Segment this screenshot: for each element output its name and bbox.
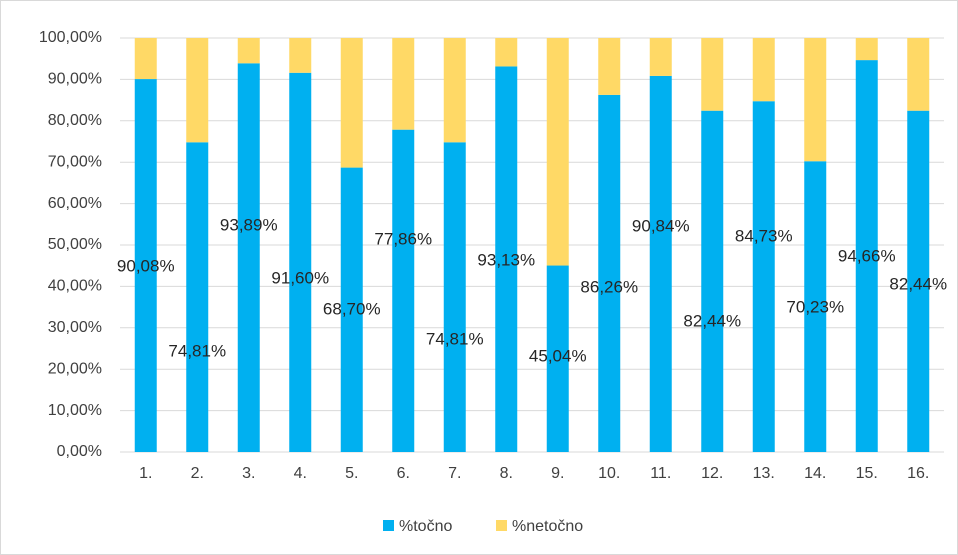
legend-label: %točno (399, 518, 452, 535)
bar-segment (392, 129, 415, 452)
data-label: 90,08% (117, 256, 175, 275)
bar-segment (443, 142, 466, 452)
bar-segment (340, 167, 363, 452)
data-label: 45,04% (529, 346, 587, 365)
x-tick-label: 12. (701, 465, 723, 482)
x-tick-label: 10. (598, 465, 620, 482)
bar-segment (752, 38, 775, 102)
bar-segment (701, 38, 724, 111)
bar-segment (752, 101, 775, 452)
bar-segment (649, 38, 672, 76)
bar-segment (907, 110, 930, 453)
y-tick-label: 40,00% (48, 278, 102, 295)
data-label: 93,89% (220, 215, 278, 234)
y-tick-label: 90,00% (48, 71, 102, 88)
bar-segment (598, 94, 621, 452)
x-tick-label: 3. (242, 465, 255, 482)
data-label: 94,66% (838, 246, 896, 265)
bar-segment (598, 38, 621, 95)
bar-segment (289, 38, 312, 73)
bar-segment (495, 38, 518, 67)
bar-segment (649, 75, 672, 453)
x-tick-label: 2. (191, 465, 204, 482)
x-tick-label: 13. (753, 465, 775, 482)
x-tick-label: 11. (650, 465, 671, 482)
bar-segment (701, 110, 724, 453)
x-tick-label: 15. (856, 465, 878, 482)
bar-segment (186, 38, 209, 143)
x-tick-label: 5. (345, 465, 358, 482)
x-tick-label: 9. (551, 465, 564, 482)
y-tick-label: 30,00% (48, 319, 102, 336)
y-tick-label: 80,00% (48, 112, 102, 129)
data-label: 70,23% (786, 297, 844, 316)
bar-segment (907, 38, 930, 111)
legend-label: %netočno (512, 518, 583, 535)
bar-segment (546, 38, 569, 266)
legend-swatch (383, 520, 394, 531)
bar-segment (340, 38, 363, 168)
bar-segment (289, 72, 312, 452)
bar-segment (804, 38, 827, 162)
data-label: 74,81% (426, 329, 484, 348)
bar-segment (443, 38, 466, 143)
y-tick-label: 70,00% (48, 153, 102, 170)
x-tick-label: 16. (907, 465, 929, 482)
data-label: 86,26% (580, 277, 638, 296)
bar-segment (495, 66, 518, 452)
bar-segment (186, 142, 209, 452)
x-tick-label: 14. (804, 465, 826, 482)
bar-segment (134, 38, 157, 80)
data-label: 82,44% (889, 274, 947, 293)
bar-segment (546, 265, 569, 452)
data-label: 93,13% (477, 250, 535, 269)
legend-swatch (496, 520, 507, 531)
data-label: 82,44% (683, 311, 741, 330)
bar-segment (237, 63, 260, 452)
y-tick-label: 50,00% (48, 236, 102, 253)
y-tick-label: 10,00% (48, 402, 102, 419)
bar-segment (804, 161, 827, 452)
bar-segment (237, 38, 260, 64)
bar-segment (855, 38, 878, 61)
data-label: 74,81% (168, 341, 226, 360)
x-tick-label: 4. (294, 465, 307, 482)
bar-segment (855, 60, 878, 452)
y-tick-label: 0,00% (57, 443, 102, 460)
x-tick-label: 7. (448, 465, 461, 482)
x-tick-label: 6. (397, 465, 410, 482)
data-label: 90,84% (632, 216, 690, 235)
data-label: 77,86% (374, 229, 432, 248)
data-label: 91,60% (271, 268, 329, 287)
data-label: 84,73% (735, 226, 793, 245)
bar-segment (134, 79, 157, 453)
bar-segment (392, 38, 415, 130)
y-tick-label: 100,00% (39, 29, 102, 46)
y-tick-label: 60,00% (48, 195, 102, 212)
x-tick-label: 8. (500, 465, 513, 482)
x-tick-label: 1. (139, 465, 152, 482)
data-label: 68,70% (323, 299, 381, 318)
y-tick-label: 20,00% (48, 360, 102, 377)
